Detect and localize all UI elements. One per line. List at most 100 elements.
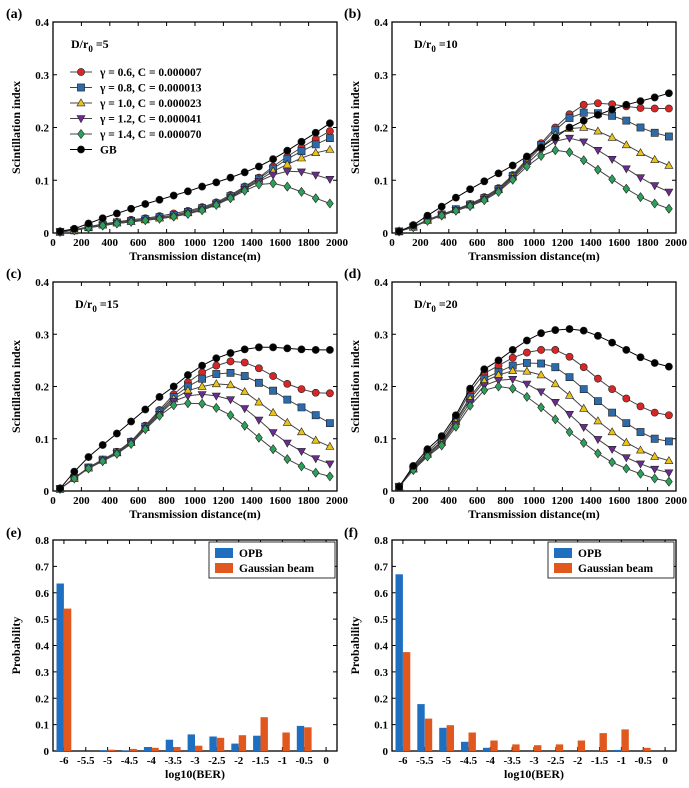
data-point-g10 [564,390,575,399]
y-tick-label: 0 [44,746,50,758]
y-tick-label: 0 [383,228,389,240]
y-tick-label: 0.4 [374,641,388,653]
data-point-g06 [650,104,659,113]
data-point-g14 [226,410,235,421]
data-point-g06 [226,357,235,366]
data-point-g08 [283,395,292,404]
y-tick-label: 0.8 [35,535,49,547]
data-point-g12 [522,380,532,389]
data-point-g14 [508,174,517,185]
legend-marker-g08 [77,83,85,92]
x-tick-label: 1000 [184,237,207,249]
y-tick-label: 0 [44,486,50,498]
data-point-g08 [608,408,617,417]
data-point-gb [622,346,631,354]
legend-label-g14: γ = 1.4, C = 0.000070 [99,129,202,141]
data-point-gb [409,221,418,229]
data-point-gb [325,119,334,128]
data-point-g14 [326,198,334,209]
data-point-g14 [480,195,489,206]
data-point-g10 [296,427,307,436]
x-tick-label: -2 [234,755,244,767]
x-tick-label: 400 [102,237,119,249]
data-point-gb [155,393,164,401]
data-point-g10 [211,379,221,388]
data-point-g06 [551,346,560,354]
x-tick-label: -5.5 [416,755,434,767]
data-point-gb [665,362,673,371]
x-tick-label: -1 [617,755,626,767]
data-point-g10 [240,386,250,395]
series-g10 [394,366,674,491]
data-point-g14 [84,463,93,474]
y-tick-label: 0.1 [35,720,49,732]
bar-gauss [555,744,564,751]
data-point-g06 [594,374,602,383]
x-tick-label: 0 [662,755,668,767]
data-point-g14 [551,414,560,425]
x-tick-label: -0.5 [635,755,653,767]
data-point-g12 [650,465,660,474]
y-tick-label: 0.3 [35,70,49,82]
y-tick-label: 0.1 [35,434,49,446]
data-point-gb [198,182,206,191]
data-point-g14 [198,205,206,216]
legend-swatch-opb [215,548,233,558]
data-point-g12 [268,429,278,438]
x-tick-label: 2000 [326,495,349,507]
legend-label-gb: GB [100,145,117,157]
data-point-g06 [325,389,334,398]
data-point-g12 [593,147,603,155]
data-point-gb [622,100,631,109]
data-point-gb [537,329,545,338]
data-point-g14 [226,193,235,204]
bar-gauss [260,717,268,751]
x-tick-label: 2000 [665,237,688,249]
data-point-g14 [508,383,517,394]
x-axis-label: Transmission distance(m) [468,249,599,263]
data-point-g14 [437,440,446,451]
bar-opb [614,749,622,751]
bar-gauss [512,744,520,751]
series-line-g06 [398,349,669,488]
data-point-g14 [608,174,616,185]
data-point-g08 [297,403,306,412]
y-tick-label: 0.7 [35,561,49,573]
x-tick-label: 1400 [580,237,603,249]
data-point-gb [155,195,164,204]
y-tick-label: 0.2 [374,123,388,135]
x-tick-label: 1000 [184,495,207,507]
y-axis-label: Scintillation index [9,81,23,174]
series-opb [56,583,305,751]
data-point-g12 [579,424,589,433]
data-point-g12 [635,460,646,469]
series-g12 [55,391,335,494]
data-point-gb [84,219,93,228]
y-tick-label: 0.8 [374,535,388,547]
data-point-gb [297,345,306,354]
dr0-annotation: D/r0 =20 [414,297,458,314]
data-point-gb [183,187,192,196]
series-g12 [394,134,674,237]
y-tick-label: 0 [383,486,389,498]
data-point-g14 [184,209,192,219]
data-point-gb [451,411,460,420]
data-point-g06 [636,104,645,112]
bar-opb [395,574,403,751]
x-tick-label: 1800 [298,495,321,507]
data-point-gb [198,361,206,370]
data-point-gb [283,146,292,155]
data-point-g06 [565,352,574,361]
series-line-g08 [59,372,331,490]
data-point-gb [437,202,446,211]
x-tick-label: 0 [389,495,395,507]
data-point-g14 [466,201,474,212]
data-point-gb [240,345,249,354]
data-point-g14 [212,200,221,210]
data-point-g10 [650,451,660,460]
data-point-g14 [452,421,460,432]
y-tick-label: 0.4 [35,641,49,653]
data-point-g12 [311,171,321,180]
data-point-gb [113,209,121,218]
